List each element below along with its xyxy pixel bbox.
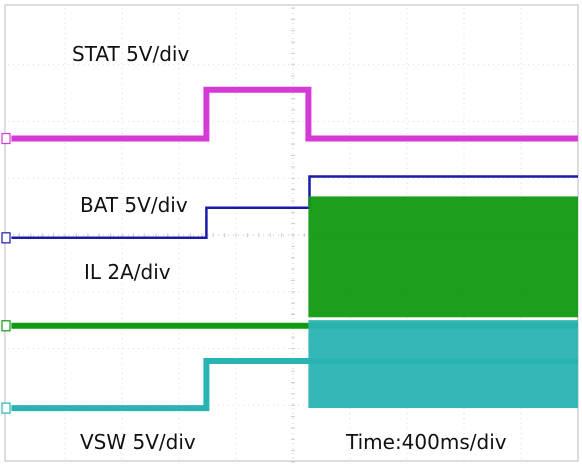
- time-scale-label: Time:400ms/div: [346, 430, 507, 454]
- il-label: IL 2A/div: [84, 260, 171, 284]
- il-switching-band: [308, 196, 578, 318]
- stat-label: STAT 5V/div: [72, 42, 190, 66]
- vsw-switching-band: [308, 320, 578, 409]
- bat-trace: [11, 175, 578, 240]
- traces: [11, 86, 578, 412]
- il-channel-marker: [1, 320, 11, 332]
- bat-label: BAT 5V/div: [80, 193, 188, 217]
- vsw-trace: [11, 358, 578, 412]
- vsw-label: VSW 5V/div: [80, 430, 196, 454]
- stat-channel-marker: [1, 132, 11, 145]
- bat-channel-marker: [1, 232, 11, 244]
- stat-trace: [11, 86, 578, 142]
- vsw-channel-marker: [1, 402, 11, 414]
- channel-markers: [1, 132, 11, 414]
